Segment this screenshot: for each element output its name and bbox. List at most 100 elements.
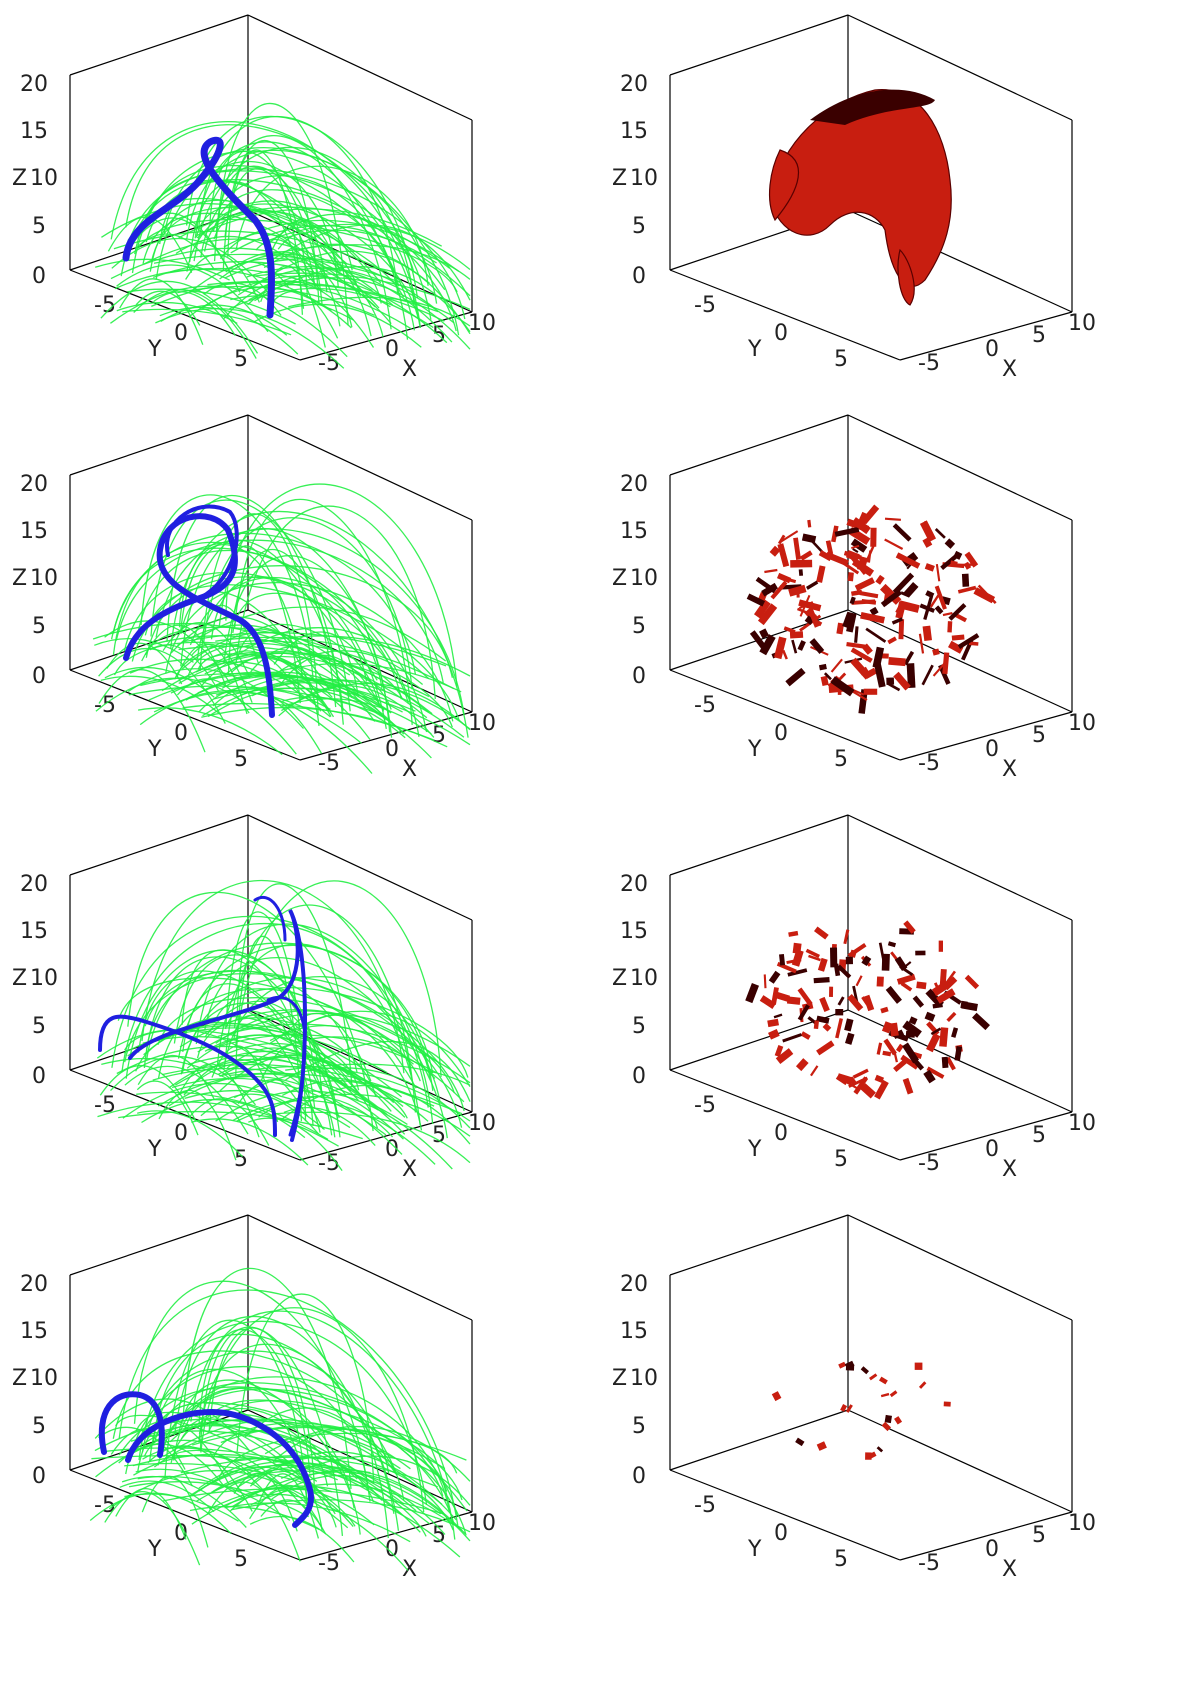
isosurface-fragment (883, 1038, 897, 1056)
field-line (197, 1012, 471, 1067)
field-line (268, 1010, 471, 1087)
isosurface-fragment (951, 634, 965, 641)
isosurface-fragment (809, 538, 825, 555)
x-tick-label: -5 (318, 751, 340, 776)
isosurface-fragment (941, 1056, 949, 1069)
isosurface-fragment (929, 593, 940, 608)
isosurface-fragment (861, 599, 877, 605)
isosurface-fragment (797, 1004, 810, 1021)
field-line (119, 278, 204, 345)
field-line (248, 277, 471, 350)
isosurface-fragment (880, 583, 902, 605)
field-line (166, 494, 337, 708)
isosurface-fragment (914, 1362, 923, 1370)
isosurface-fragment (892, 523, 912, 542)
field-line (100, 280, 259, 354)
isosurface-fragment (903, 650, 915, 666)
y-axis-label: Y (747, 1137, 762, 1162)
z-tick-label: 20 (20, 1272, 48, 1297)
y-tick-label: 0 (174, 1521, 188, 1546)
y-tick-label: 0 (774, 321, 788, 346)
y-axis-line (669, 1469, 901, 1561)
z-tick-label: 5 (32, 614, 46, 639)
field-line (137, 1475, 291, 1521)
isosurface-fragment (791, 639, 798, 654)
isosurface-fragment (795, 1437, 805, 1447)
field-lines (89, 1267, 471, 1571)
z-tick-label: 0 (632, 1064, 646, 1089)
isosurface-fragment (777, 534, 786, 545)
field-line (192, 1426, 467, 1461)
field-line (199, 513, 319, 715)
isosurface-fragment (844, 1018, 854, 1032)
field-line (253, 272, 471, 310)
field-line (226, 1047, 347, 1096)
field-line (264, 1426, 471, 1482)
field-line (98, 669, 206, 753)
y-tick-label: -5 (694, 693, 716, 718)
x-tick-label: 5 (1032, 1523, 1046, 1548)
y-tick-label: -5 (94, 1093, 116, 1118)
x-axis-line (899, 1111, 1073, 1161)
isosurface-shadow (810, 89, 935, 125)
flux-rope-highlight (100, 1393, 163, 1456)
z-tick-label: 0 (32, 1064, 46, 1089)
y-axis-line (669, 669, 901, 761)
field-line (132, 1453, 338, 1481)
y-tick-label: 0 (174, 1121, 188, 1146)
isosurface-fragment (797, 607, 817, 618)
field-line (145, 942, 434, 1074)
x-axis-label: X (1002, 1557, 1017, 1582)
y-tick-label: 0 (774, 721, 788, 746)
isosurface-sheet (897, 248, 915, 306)
y-axis-line (69, 669, 301, 761)
isosurface-fragment (850, 647, 873, 663)
isosurface-fragment (775, 991, 791, 1002)
field-line (191, 606, 447, 662)
isosurface-fragment (848, 1076, 857, 1086)
isosurface-fragment (898, 600, 920, 613)
isosurface-fragment (849, 689, 868, 701)
field-line (203, 275, 448, 344)
isosurface-fragment (876, 1042, 883, 1055)
isosurface-fragment (961, 573, 970, 587)
isosurface (771, 1360, 951, 1460)
z-tick-label: 5 (632, 214, 646, 239)
y-axis-label: Y (147, 1137, 162, 1162)
isosurface-fragment (905, 1030, 916, 1038)
field-line (260, 1499, 327, 1535)
field-line (119, 1480, 215, 1513)
isosurface-fragment (932, 648, 940, 656)
field-line (123, 571, 368, 682)
x-axis-line (899, 1511, 1073, 1561)
field-line (216, 943, 421, 1126)
isosurface-fragment (942, 652, 950, 675)
z-tick-label: 10 (630, 566, 658, 591)
field-line (98, 647, 226, 724)
isosurface-fragment (818, 663, 827, 671)
y-tick-label: 0 (174, 321, 188, 346)
isosurface-sheet (769, 89, 952, 287)
isosurface-fragment (838, 1361, 847, 1369)
y-tick-label: 0 (774, 1521, 788, 1546)
field-line (229, 1072, 463, 1115)
x-tick-label: 5 (432, 1123, 446, 1148)
x-tick-label: 10 (1068, 1111, 1096, 1136)
x-tick-label: 0 (385, 1137, 399, 1162)
field-line (269, 224, 471, 301)
field-line (163, 1488, 444, 1515)
z-tick-label: 10 (30, 566, 58, 591)
field-line (223, 555, 391, 733)
y-axis-label: Y (747, 1537, 762, 1562)
isosurface-fragment (872, 646, 885, 669)
field-line (206, 1481, 301, 1562)
x-tick-label: 10 (468, 1111, 496, 1136)
y-tick-label: -5 (94, 293, 116, 318)
z-tick-label: 10 (30, 1366, 58, 1391)
isosurface-fragment (947, 621, 953, 633)
isosurface-fragment (779, 954, 786, 966)
isosurface-fragment (881, 653, 889, 659)
field-line (95, 258, 230, 281)
isosurface-fragment (891, 617, 904, 625)
isosurface-fragment (880, 589, 903, 608)
